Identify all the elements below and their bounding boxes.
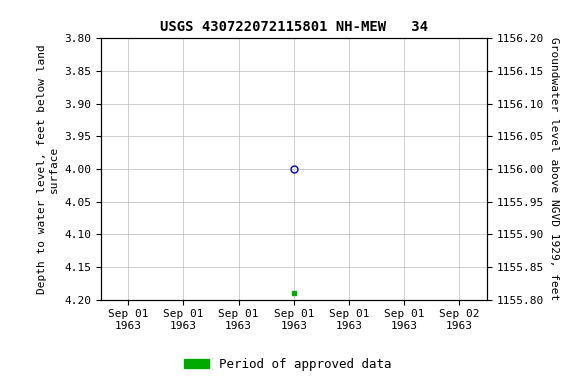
Title: USGS 430722072115801 NH-MEW   34: USGS 430722072115801 NH-MEW 34 [160,20,428,35]
Y-axis label: Groundwater level above NGVD 1929, feet: Groundwater level above NGVD 1929, feet [550,37,559,301]
Legend: Period of approved data: Period of approved data [179,353,397,376]
Y-axis label: Depth to water level, feet below land
surface: Depth to water level, feet below land su… [37,44,59,294]
